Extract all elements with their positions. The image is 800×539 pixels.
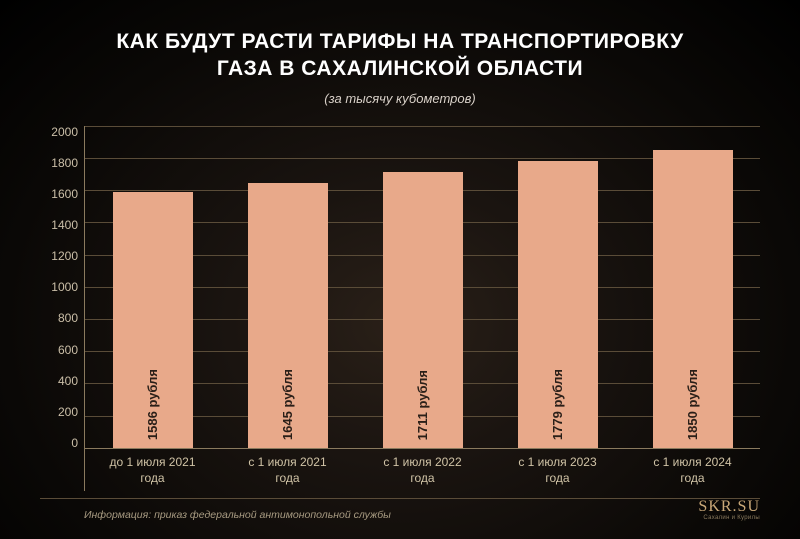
y-tick: 0	[71, 437, 78, 449]
chart-container: КАК БУДУТ РАСТИ ТАРИФЫ НА ТРАНСПОРТИРОВК…	[0, 0, 800, 539]
y-tick: 1600	[51, 188, 78, 200]
bar-column: 1711 рубля	[355, 126, 490, 448]
chart-area: 2000 1800 1600 1400 1200 1000 800 600 40…	[40, 126, 760, 491]
x-tick-label: с 1 июля 2022года	[355, 455, 490, 491]
bar-column: 1586 рубля	[85, 126, 220, 448]
title-line-1: КАК БУДУТ РАСТИ ТАРИФЫ НА ТРАНСПОРТИРОВК…	[116, 30, 683, 53]
y-tick: 1400	[51, 219, 78, 231]
page-title: КАК БУДУТ РАСТИ ТАРИФЫ НА ТРАНСПОРТИРОВК…	[40, 28, 760, 83]
bar: 1711 рубля	[383, 172, 463, 448]
bar-column: 1850 рубля	[625, 126, 760, 448]
bars-group: 1586 рубля 1645 рубля 1711 рубля 1779 рубля…	[85, 126, 760, 449]
y-tick: 1800	[51, 157, 78, 169]
bar-value-label: 1586 рубля	[145, 369, 160, 440]
y-tick: 1200	[51, 250, 78, 262]
brand-tagline: Сахалин и Курилы	[698, 515, 760, 521]
x-tick-label: с 1 июля 2021года	[220, 455, 355, 491]
bar: 1850 рубля	[653, 150, 733, 448]
y-tick: 2000	[51, 126, 78, 138]
plot-area: 1586 рубля 1645 рубля 1711 рубля 1779 рубля…	[84, 126, 760, 491]
brand-block: SKR.SU Сахалин и Курилы	[698, 499, 760, 521]
title-line-2: ГАЗА В САХАЛИНСКОЙ ОБЛАСТИ	[217, 57, 583, 80]
y-tick: 200	[58, 406, 78, 418]
bar: 1645 рубля	[248, 183, 328, 448]
x-tick-label: с 1 июля 2023года	[490, 455, 625, 491]
y-axis: 2000 1800 1600 1400 1200 1000 800 600 40…	[40, 126, 84, 491]
y-tick: 800	[58, 312, 78, 324]
y-tick: 1000	[51, 281, 78, 293]
x-tick-label: до 1 июля 2021года	[85, 455, 220, 491]
source-text: Информация: приказ федеральной антимоноп…	[84, 509, 391, 521]
subtitle: (за тысячу кубометров)	[40, 91, 760, 106]
bar-value-label: 1711 рубля	[415, 370, 430, 440]
x-axis-labels: до 1 июля 2021годас 1 июля 2021годас 1 и…	[85, 449, 760, 491]
footer: Информация: приказ федеральной антимоноп…	[40, 499, 760, 521]
bar: 1779 рубля	[518, 161, 598, 448]
footer-divider	[40, 498, 760, 499]
bar: 1586 рубля	[113, 192, 193, 448]
bar-value-label: 1645 рубля	[280, 369, 295, 440]
bar-column: 1645 рубля	[220, 126, 355, 448]
x-tick-label: с 1 июля 2024года	[625, 455, 760, 491]
brand-logo: SKR.SU	[698, 499, 760, 515]
y-tick: 600	[58, 344, 78, 356]
bar-column: 1779 рубля	[490, 126, 625, 448]
y-tick: 400	[58, 375, 78, 387]
bar-value-label: 1850 рубля	[685, 369, 700, 440]
bar-value-label: 1779 рубля	[550, 369, 565, 440]
